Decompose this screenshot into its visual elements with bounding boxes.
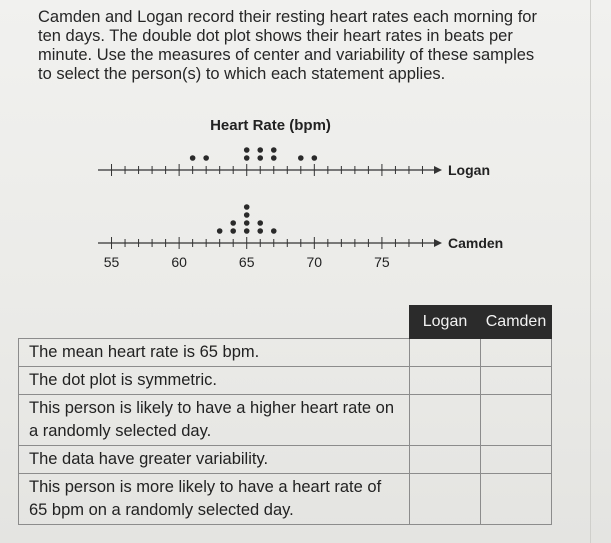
table-row: The dot plot is symmetric.: [18, 366, 552, 395]
table-header-row: Logan Camden: [19, 305, 552, 339]
data-point: [189, 155, 196, 161]
data-point: [216, 228, 223, 234]
logan-answer-cell[interactable]: [409, 394, 481, 446]
data-point: [230, 228, 236, 234]
logan-answer-cell[interactable]: [409, 338, 481, 367]
tick-label: 75: [374, 254, 390, 270]
series-label: Logan: [448, 162, 490, 178]
header-logan: Logan: [409, 305, 481, 339]
statement-text: The data have greater variability.: [18, 445, 410, 474]
camden-answer-cell[interactable]: [480, 394, 552, 446]
logan-answer-cell[interactable]: [409, 473, 481, 525]
statement-text: This person is more likely to have a hea…: [18, 473, 410, 525]
header-blank: [19, 306, 410, 339]
chart-title-container: Heart Rate (bpm): [0, 117, 611, 134]
table-row: The data have greater variability.: [18, 445, 552, 474]
tick-label: 65: [239, 254, 255, 270]
camden-answer-cell[interactable]: [480, 338, 552, 367]
page-edge: [590, 0, 611, 543]
data-point: [270, 147, 277, 153]
table-row: This person is likely to have a higher h…: [18, 394, 552, 446]
data-point: [203, 155, 209, 161]
double-dot-plot: Logan Camden 55 60 65 70 75: [98, 147, 503, 270]
data-point: [243, 220, 250, 226]
statements-table-wrap: Logan Camden The mean heart rate is 65 b…: [18, 305, 552, 525]
data-point: [270, 155, 277, 161]
header-camden: Camden: [480, 305, 552, 339]
data-point: [257, 220, 264, 226]
axis-arrow-icon: [434, 166, 442, 174]
camden-answer-cell[interactable]: [480, 473, 552, 525]
tick-label: 60: [171, 254, 187, 270]
data-point: [270, 228, 277, 234]
statement-text: This person is likely to have a higher h…: [18, 394, 410, 446]
statements-table: Logan Camden The mean heart rate is 65 b…: [18, 305, 552, 525]
instructions-text: Camden and Logan record their resting he…: [38, 8, 537, 83]
tick-label: 70: [307, 254, 323, 270]
data-point: [298, 155, 304, 161]
camden-answer-cell[interactable]: [480, 445, 552, 474]
data-point: [230, 220, 236, 226]
data-point: [243, 204, 250, 210]
data-point: [243, 147, 250, 153]
logan-answer-cell[interactable]: [409, 445, 481, 474]
tick-label: 55: [104, 254, 120, 270]
logan-answer-cell[interactable]: [409, 366, 481, 395]
camden-answer-cell[interactable]: [480, 366, 552, 395]
table-row: This person is more likely to have a hea…: [18, 473, 552, 525]
data-point: [243, 155, 250, 161]
data-point: [257, 147, 264, 153]
statement-text: The dot plot is symmetric.: [18, 366, 410, 395]
table-row: The mean heart rate is 65 bpm.: [18, 338, 552, 367]
series-label: Camden: [448, 235, 503, 251]
statement-text: The mean heart rate is 65 bpm.: [18, 338, 410, 367]
data-point: [311, 155, 318, 161]
data-point: [257, 228, 264, 234]
data-point: [243, 212, 250, 218]
data-point: [257, 155, 264, 161]
data-point: [243, 228, 250, 234]
axis-arrow-icon: [434, 239, 442, 247]
chart-title: Heart Rate (bpm): [210, 117, 331, 134]
